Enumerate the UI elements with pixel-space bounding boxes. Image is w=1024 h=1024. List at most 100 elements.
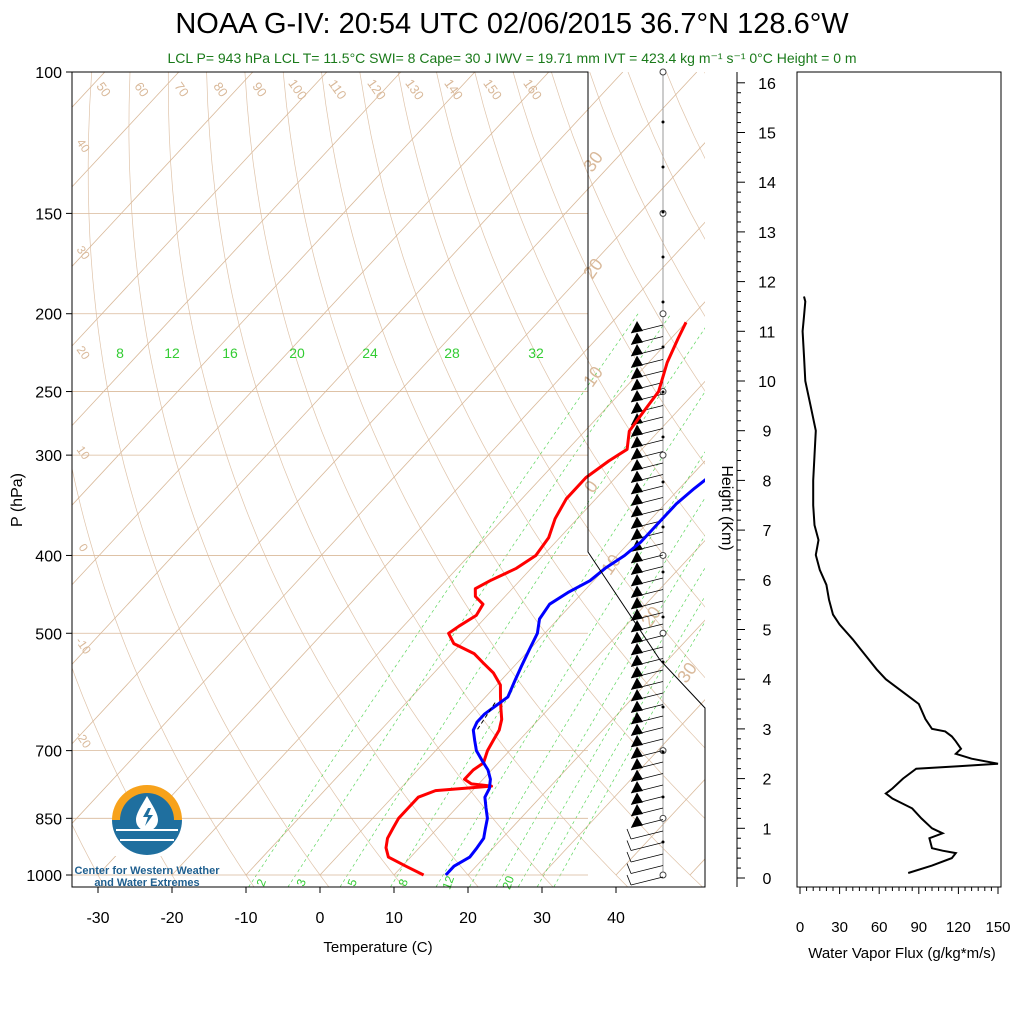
height-tick-label: 14 [758, 175, 776, 192]
wind-flag [631, 493, 643, 506]
mixing-ratio-label: 24 [362, 345, 378, 361]
isotherm-line [72, 72, 254, 267]
wind-level-marker [659, 68, 667, 76]
wind-level-marker [659, 451, 667, 459]
wind-flag [631, 666, 643, 678]
flux-x-tick-label: 150 [985, 919, 1010, 936]
cw3e-logo [112, 785, 182, 856]
theta-label: 100 [285, 76, 310, 102]
mixing-ratio-bottom-label: 12 [439, 874, 457, 892]
y-axis-label: P (hPa) [9, 473, 26, 527]
isotherm-label: 10 [74, 443, 93, 462]
dry-adiabat-line [128, 72, 404, 887]
theta-label: 120 [364, 76, 389, 102]
height-tick-label: 0 [763, 871, 772, 888]
wind-dot [661, 390, 665, 394]
mixing-ratio-bottom-label: 8 [396, 877, 412, 888]
mixing-ratio-bottom-label: 2 [254, 877, 270, 888]
mixing-ratio-label: 20 [289, 345, 305, 361]
wind-flag [631, 436, 643, 448]
mixing-ratio-label: 28 [444, 345, 460, 361]
mixing-ratio-line [495, 535, 705, 887]
wind-speed-label: 30 [579, 148, 607, 176]
mixing-ratio-line [536, 595, 705, 887]
wind-flag [631, 769, 643, 782]
x-tick-label: -10 [234, 910, 257, 927]
wind-flag [631, 447, 643, 460]
wind-feather [626, 828, 632, 840]
isotherm-line [72, 72, 550, 586]
dry-adiabat-line [551, 72, 705, 392]
wind-flag [631, 390, 643, 402]
flux-x-tick-label: 60 [871, 919, 888, 936]
wind-dot [661, 165, 665, 169]
flux-profile-line [801, 296, 999, 874]
wind-barb [630, 876, 664, 886]
wind-flag [631, 551, 643, 563]
wind-flag [631, 735, 643, 747]
wind-flag [631, 585, 643, 598]
wind-flag [631, 528, 643, 540]
logo-caption: Center for Western Weather and Water Ext… [72, 865, 222, 889]
theta-label: 70 [171, 79, 192, 99]
wind-flag [631, 700, 643, 713]
isotherm-line [615, 778, 705, 876]
height-tick-label: 15 [758, 126, 776, 143]
mixing-ratio-bottom-label: 3 [294, 877, 310, 888]
height-tick-label: 9 [763, 424, 772, 441]
wind-flag [631, 643, 643, 655]
wind-level-marker [659, 871, 667, 879]
isotherm-label: 20 [74, 343, 93, 362]
mixing-ratio-bottom-label: 5 [345, 877, 361, 888]
x-axis-label: Temperature (C) [323, 939, 432, 956]
isotherm-line [72, 72, 402, 427]
isotherm-label: -20 [73, 729, 95, 752]
theta-label: 140 [441, 76, 466, 102]
dry-adiabat-line [87, 72, 330, 887]
isotherm-label: 40 [74, 136, 93, 155]
y-tick-label: 250 [35, 385, 62, 402]
dry-adiabat-line [781, 72, 1024, 892]
wind-flag [631, 344, 643, 356]
chart-title: NOAA G-IV: 20:54 UTC 02/06/2015 36.7°N 1… [175, 8, 849, 40]
dry-adiabat-line [321, 72, 705, 820]
dry-adiabat-line [589, 72, 705, 317]
isotherm-line [72, 72, 476, 506]
x-tick-label: 20 [459, 910, 477, 927]
flux-x-tick-label: 0 [796, 919, 804, 936]
wind-dot [661, 255, 665, 259]
height-tick-label: 2 [763, 772, 772, 789]
flux-x-tick-label: 30 [831, 919, 848, 936]
wind-flag [631, 401, 643, 414]
wind-level-marker [659, 310, 667, 318]
isotherm-line [72, 72, 624, 665]
dry-adiabat-line [397, 72, 705, 679]
x-tick-label: 30 [533, 910, 551, 927]
wind-flag [631, 470, 643, 483]
wind-dot [661, 705, 665, 709]
mixing-ratio-line [287, 313, 672, 887]
wind-dot [661, 480, 665, 484]
mixing-ratio-line [435, 451, 705, 887]
x-tick-label: -30 [86, 910, 109, 927]
wind-flag [631, 804, 643, 816]
wind-dot [661, 435, 665, 439]
isotherm-line [764, 72, 1024, 875]
mixing-ratio-bottom-label: 20 [499, 874, 517, 892]
wind-dot [661, 345, 665, 349]
mixing-ratio-line [339, 327, 705, 887]
wind-dot [661, 750, 665, 754]
isotherm-line [245, 380, 705, 876]
flux-x-tick-label: 90 [910, 919, 927, 936]
theta-label: 150 [480, 76, 505, 102]
wind-speed-label: 30 [673, 659, 701, 687]
height-tick-label: 6 [763, 573, 772, 590]
theta-label: 110 [326, 77, 350, 103]
wind-dot [661, 615, 665, 619]
skew-t-frame [71, 71, 706, 888]
wind-flag [631, 321, 643, 333]
wind-barb [630, 842, 664, 851]
theta-label: 80 [210, 79, 231, 99]
mixing-ratio-line [248, 313, 639, 887]
x-tick-label: 40 [607, 910, 625, 927]
